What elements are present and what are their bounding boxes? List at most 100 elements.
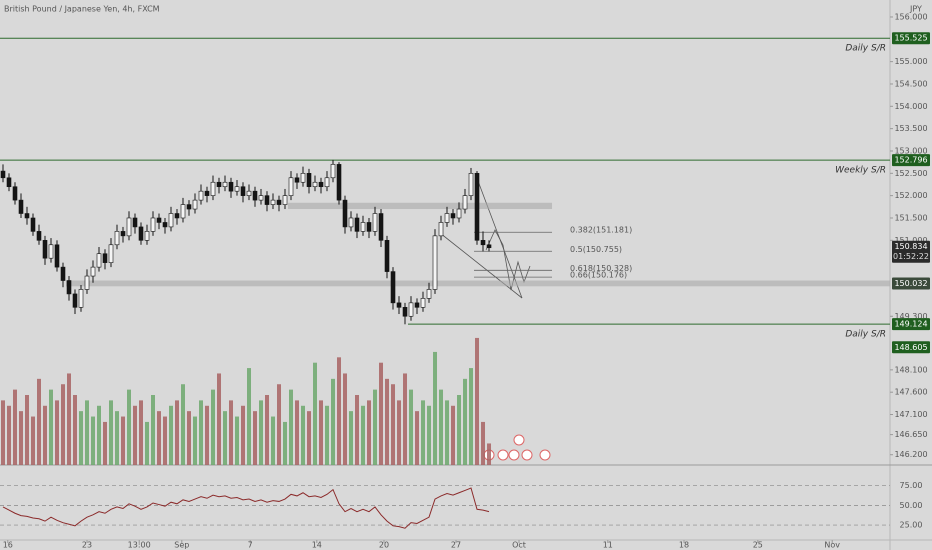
y-tick-label: 146.200 bbox=[894, 450, 927, 459]
candle-body bbox=[18, 199, 24, 214]
volume-bar bbox=[133, 405, 138, 465]
volume-bar bbox=[307, 411, 312, 465]
volume-bar bbox=[355, 395, 360, 465]
sr-label: Weekly S/R bbox=[835, 166, 886, 176]
candle-body bbox=[72, 293, 78, 308]
price-badge bbox=[892, 32, 930, 45]
volume-bar bbox=[487, 443, 492, 465]
volume-bar bbox=[367, 400, 372, 465]
volume-bar bbox=[175, 400, 180, 465]
fib-label: 0.382(151.181) bbox=[570, 226, 632, 235]
candle-body bbox=[378, 213, 384, 241]
y-tick-label: 153.500 bbox=[894, 124, 927, 133]
price-badge bbox=[892, 154, 930, 167]
y-tick-label: 151.500 bbox=[894, 213, 927, 222]
volume-bar bbox=[301, 405, 306, 465]
volume-bar bbox=[433, 351, 438, 465]
x-tick-label: Nov bbox=[824, 541, 840, 550]
fib-label: 0.618(150.328) bbox=[570, 264, 632, 273]
x-tick-label: Sep bbox=[174, 541, 189, 550]
candle-body bbox=[354, 217, 360, 232]
y-tick-label: 146.650 bbox=[894, 430, 927, 439]
y-tick-label: 153.000 bbox=[894, 146, 927, 155]
volume-bar bbox=[277, 384, 282, 465]
candle-body bbox=[468, 173, 474, 196]
volume-bar bbox=[7, 405, 12, 465]
candle-body bbox=[108, 244, 114, 263]
volume-bar bbox=[469, 368, 474, 465]
candle-body bbox=[300, 173, 306, 183]
candle-body bbox=[228, 181, 234, 192]
volume-bar bbox=[229, 400, 234, 465]
candle-body bbox=[0, 170, 6, 179]
candle-body bbox=[288, 177, 294, 196]
volume-bar bbox=[421, 400, 426, 465]
candle-body bbox=[342, 199, 348, 228]
sr-label: Daily S/R bbox=[845, 330, 886, 340]
candle-body bbox=[30, 217, 36, 232]
volume-bar bbox=[13, 389, 18, 465]
candle-body bbox=[198, 190, 204, 201]
candle-body bbox=[24, 213, 30, 219]
volume-bar bbox=[157, 411, 162, 465]
candle-body bbox=[456, 208, 462, 219]
candle-body bbox=[486, 244, 492, 249]
price-badge-label: 152.796 bbox=[894, 156, 927, 165]
volume-bar bbox=[379, 362, 384, 465]
rsi-tick-label: 75.00 bbox=[900, 481, 923, 490]
volume-bar bbox=[127, 389, 132, 465]
candle-body bbox=[432, 235, 438, 290]
y-tick-label: 151.000 bbox=[894, 236, 927, 245]
chart-title: British Pound / Japanese Yen, 4h, FXCM bbox=[4, 5, 160, 14]
candle-body bbox=[258, 195, 264, 201]
x-tick-label: 20 bbox=[379, 541, 389, 550]
volume-bar bbox=[199, 400, 204, 465]
price-badge-label: 148.605 bbox=[894, 343, 927, 352]
candle-body bbox=[348, 217, 354, 228]
y-tick-label: 152.500 bbox=[894, 169, 927, 178]
volume-bar bbox=[409, 389, 414, 465]
volume-bar bbox=[25, 395, 30, 465]
candle-body bbox=[360, 222, 366, 232]
candle-body bbox=[222, 181, 228, 188]
candle-body bbox=[90, 266, 96, 277]
candle-body bbox=[186, 204, 192, 210]
candle-body bbox=[306, 173, 312, 188]
y-tick-label: 156.000 bbox=[894, 12, 927, 21]
candle-body bbox=[252, 190, 258, 201]
volume-bar bbox=[457, 395, 462, 465]
event-icon bbox=[521, 449, 533, 461]
candle-body bbox=[84, 275, 90, 290]
candle-body bbox=[42, 240, 48, 259]
volume-bar bbox=[139, 400, 144, 465]
candle-body bbox=[366, 222, 372, 232]
candle-body bbox=[384, 240, 390, 272]
candle-body bbox=[156, 217, 162, 223]
y-tick-label: 154.000 bbox=[894, 102, 927, 111]
price-badge bbox=[892, 318, 930, 331]
volume-bar bbox=[451, 405, 456, 465]
volume-bar bbox=[313, 362, 318, 465]
volume-bar bbox=[55, 400, 60, 465]
candle-body bbox=[264, 195, 270, 205]
volume-bar bbox=[193, 416, 198, 465]
volume-bar bbox=[43, 405, 48, 465]
volume-bar bbox=[427, 405, 432, 465]
candle-body bbox=[36, 231, 42, 241]
volume-bar bbox=[37, 378, 42, 465]
candle-body bbox=[120, 231, 126, 237]
volume-bar bbox=[343, 373, 348, 465]
y-tick-label: 147.600 bbox=[894, 388, 927, 397]
candle-body bbox=[234, 186, 240, 192]
x-tick-label: 13:00 bbox=[128, 541, 151, 550]
candle-body bbox=[192, 199, 198, 210]
volume-bar bbox=[163, 416, 168, 465]
candle-body bbox=[444, 213, 450, 223]
volume-bar bbox=[121, 416, 126, 465]
candle-body bbox=[426, 289, 432, 299]
rsi-line bbox=[2, 487, 490, 529]
volume-bar bbox=[151, 395, 156, 465]
rsi-tick-label: 25.00 bbox=[900, 521, 923, 530]
volume-bar bbox=[319, 400, 324, 465]
